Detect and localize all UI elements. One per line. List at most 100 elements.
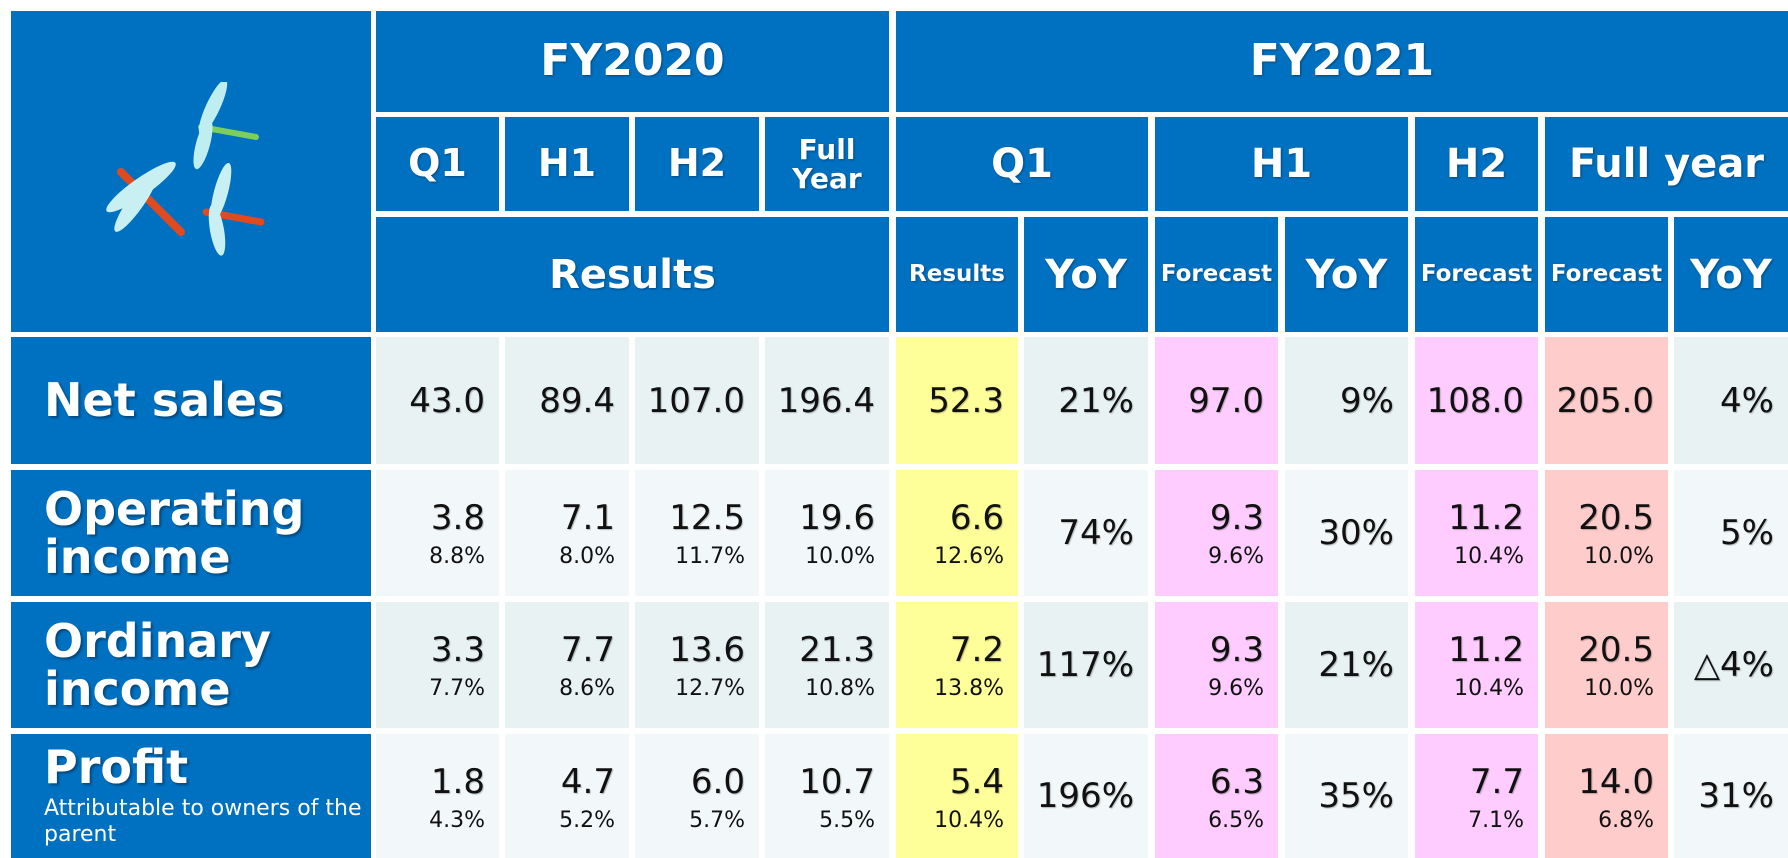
value: 19.6	[799, 498, 875, 538]
row-sublabel: Attributable to owners of the parent	[44, 796, 371, 849]
value: 9%	[1340, 381, 1394, 421]
value: 196.4	[778, 381, 875, 421]
value: 117%	[1037, 645, 1134, 685]
data-cell: 9.3 9.6%	[1155, 470, 1278, 596]
data-cell: 31%	[1674, 734, 1788, 858]
period-header: Full Year	[765, 117, 889, 211]
value: 5%	[1720, 513, 1774, 553]
value: 74%	[1058, 513, 1134, 553]
margin: 5.5%	[819, 808, 875, 833]
margin: 11.7%	[675, 544, 745, 569]
type-header: Forecast	[1545, 217, 1668, 332]
data-cell: 13.6 12.7%	[635, 602, 759, 728]
value: 52.3	[928, 381, 1004, 421]
type-header: YoY	[1674, 217, 1788, 332]
page: (() => { const data = JSON.parse(documen…	[0, 0, 1788, 858]
margin: 12.6%	[934, 544, 1004, 569]
data-cell: 3.3 7.7%	[376, 602, 499, 728]
margin: 8.8%	[429, 544, 485, 569]
period-label: H2	[1446, 143, 1507, 185]
value: 13.6	[669, 630, 745, 670]
margin: 9.6%	[1208, 544, 1264, 569]
period-header: Full year	[1545, 117, 1788, 211]
margin: 5.2%	[559, 808, 615, 833]
value: 3.3	[431, 630, 485, 670]
value: 7.2	[950, 630, 1004, 670]
value: 21%	[1058, 381, 1134, 421]
value: 20.5	[1578, 498, 1654, 538]
margin: 7.7%	[429, 676, 485, 701]
dragonfly-icon	[91, 82, 291, 262]
value: 5.4	[950, 762, 1004, 802]
type-label: Forecast	[1551, 262, 1662, 286]
value: 7.7	[561, 630, 615, 670]
value: 31%	[1698, 776, 1774, 816]
value: 4%	[1720, 381, 1774, 421]
fy-header: FY2021	[896, 11, 1788, 112]
period-header: H2	[1415, 117, 1538, 211]
value: 11.2	[1448, 498, 1524, 538]
data-cell: 4%	[1674, 337, 1788, 464]
row-label-cell: Net sales	[11, 337, 371, 464]
value: 7.1	[561, 498, 615, 538]
value: △4%	[1694, 645, 1774, 685]
data-cell: 205.0	[1545, 337, 1668, 464]
value: 10.7	[799, 762, 875, 802]
period-label: Q1	[408, 144, 467, 184]
data-cell: 21%	[1285, 602, 1408, 728]
data-cell: 35%	[1285, 734, 1408, 858]
value: 6.0	[691, 762, 745, 802]
period-label: H1	[538, 144, 596, 184]
data-cell: 89.4	[505, 337, 629, 464]
data-cell: 196%	[1024, 734, 1148, 858]
type-label: Results	[909, 262, 1005, 286]
value: 89.4	[539, 381, 615, 421]
margin: 13.8%	[934, 676, 1004, 701]
period-label: Q1	[991, 143, 1053, 185]
value: 21%	[1318, 645, 1394, 685]
data-cell: 5%	[1674, 470, 1788, 596]
value: 108.0	[1427, 381, 1524, 421]
margin: 6.8%	[1598, 808, 1654, 833]
data-cell: 196.4	[765, 337, 889, 464]
data-cell: △4%	[1674, 602, 1788, 728]
data-cell: 74%	[1024, 470, 1148, 596]
data-cell: 108.0	[1415, 337, 1538, 464]
value: 107.0	[648, 381, 745, 421]
margin: 9.6%	[1208, 676, 1264, 701]
margin: 12.7%	[675, 676, 745, 701]
period-label: Full year	[1569, 143, 1764, 185]
data-cell: 10.7 5.5%	[765, 734, 889, 858]
data-cell: 30%	[1285, 470, 1408, 596]
margin: 4.3%	[429, 808, 485, 833]
data-cell: 117%	[1024, 602, 1148, 728]
type-label: Forecast	[1421, 262, 1532, 286]
value: 196%	[1037, 776, 1134, 816]
data-cell: 11.2 10.4%	[1415, 470, 1538, 596]
margin: 6.5%	[1208, 808, 1264, 833]
value: 43.0	[409, 381, 485, 421]
data-cell: 1.8 4.3%	[376, 734, 499, 858]
margin: 10.4%	[1454, 676, 1524, 701]
row-label: Operating income	[44, 485, 371, 582]
type-header: Results	[896, 217, 1018, 332]
value: 1.8	[431, 762, 485, 802]
type-label: YoY	[1045, 254, 1127, 296]
value: 9.3	[1210, 498, 1264, 538]
logo-cell	[11, 11, 371, 332]
type-header: Forecast	[1415, 217, 1538, 332]
margin: 10.4%	[1454, 544, 1524, 569]
